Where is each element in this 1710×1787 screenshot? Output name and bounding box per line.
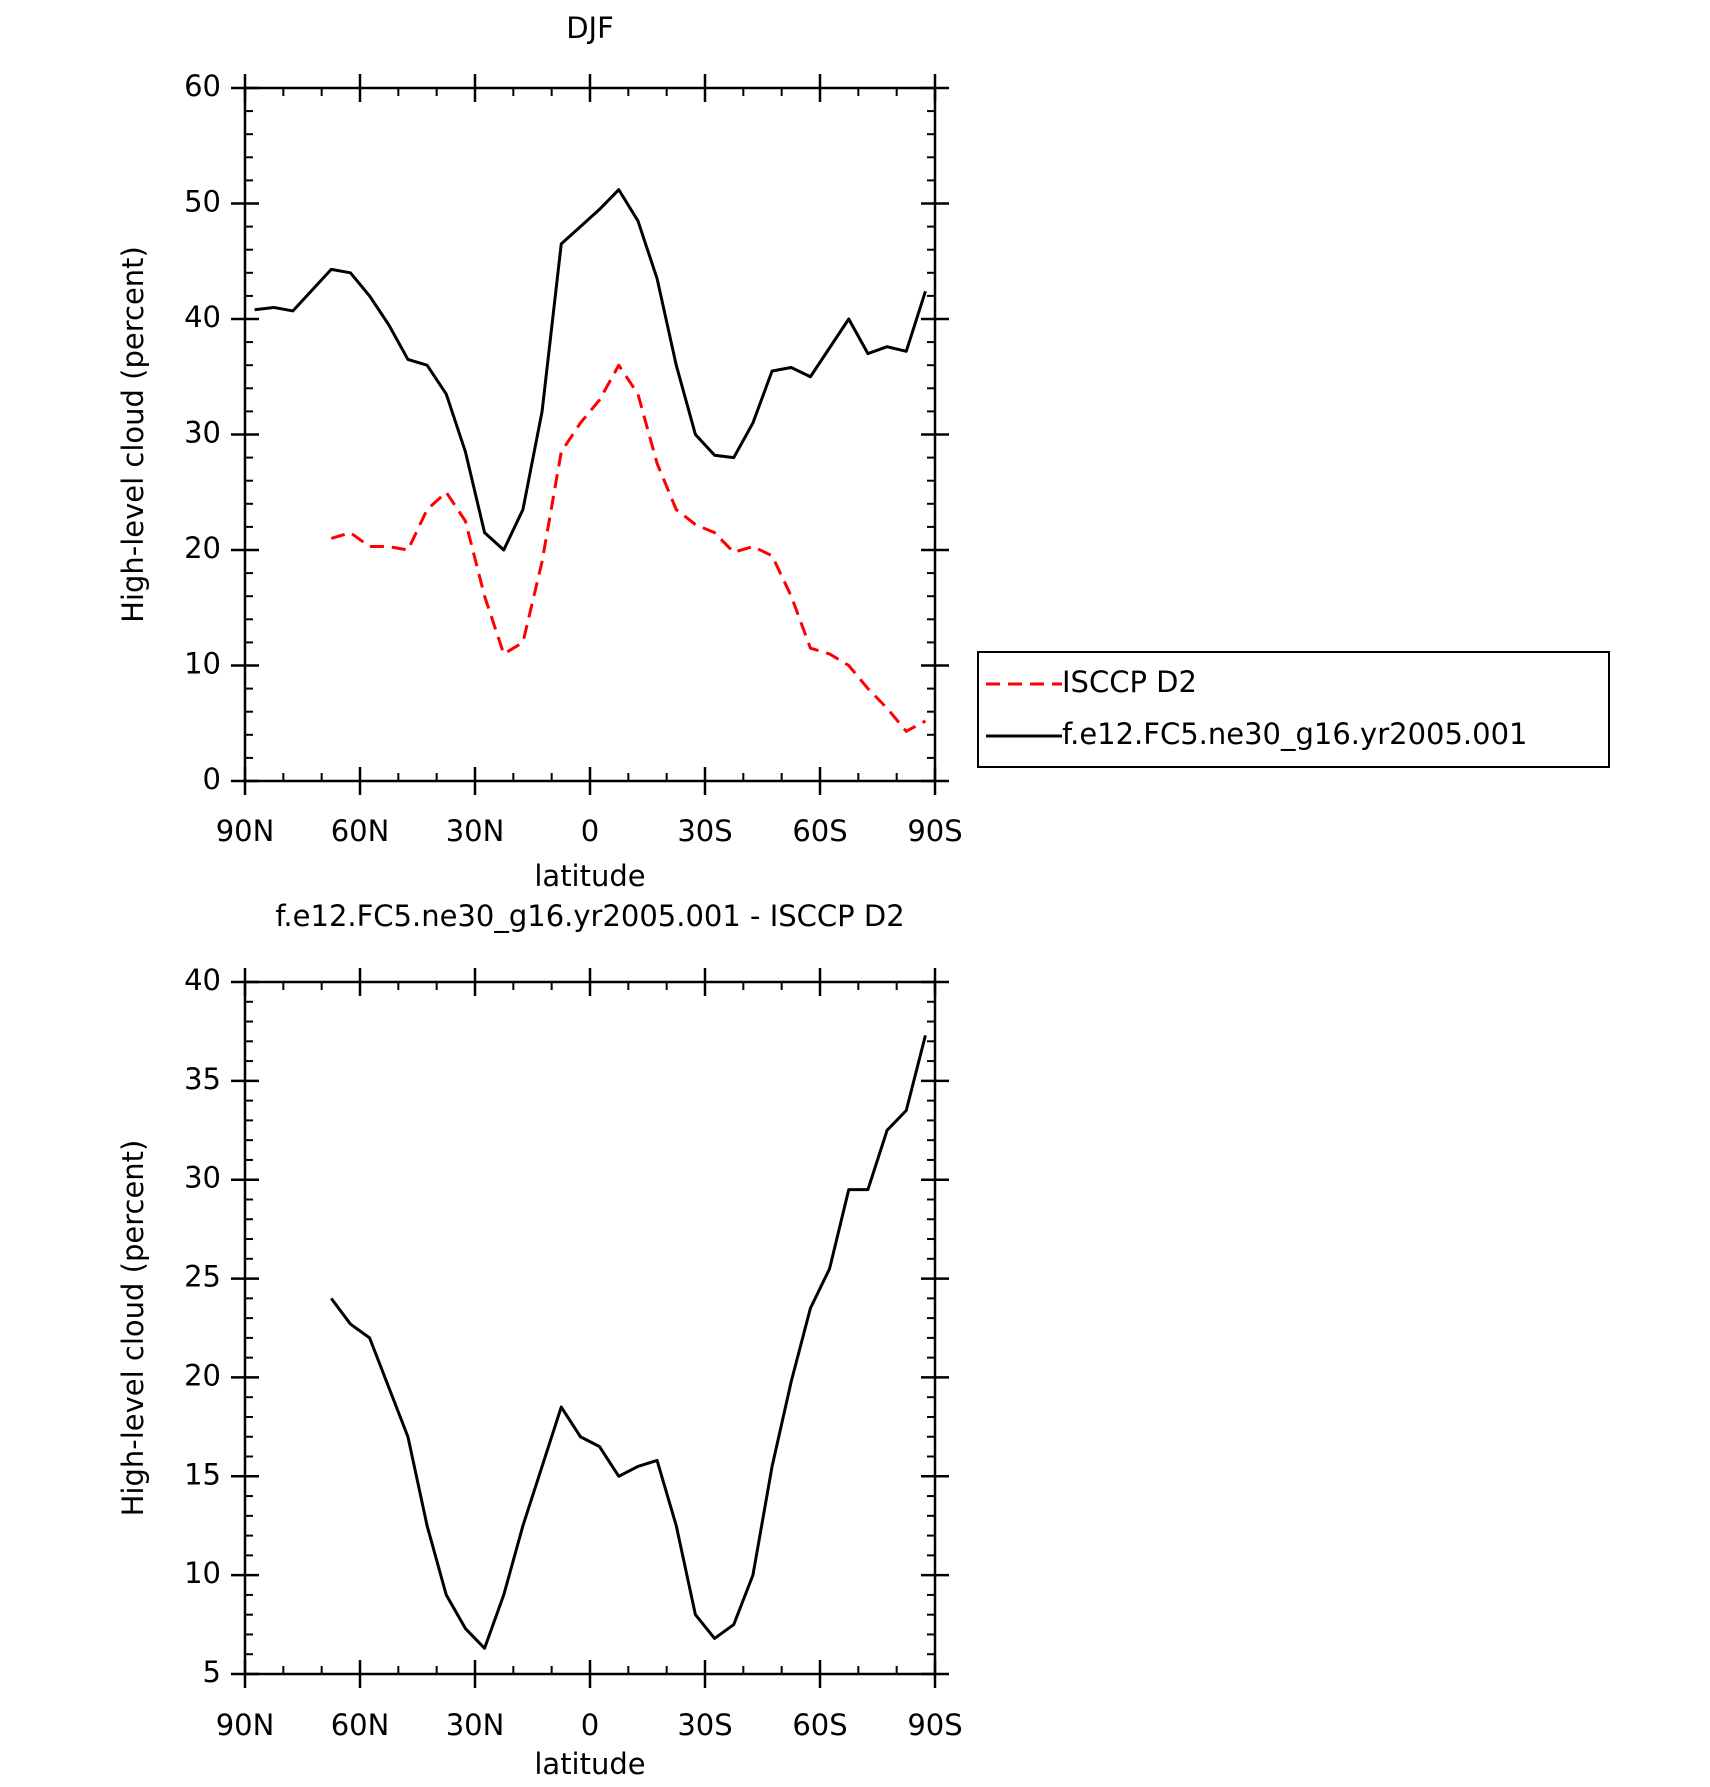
x-tick-label: 30N <box>446 814 505 848</box>
data-line <box>254 188 927 552</box>
y-tick-label: 25 <box>184 1260 221 1294</box>
y-axis-label: High-level cloud (percent) <box>116 246 150 623</box>
y-tick-label: 30 <box>184 416 221 450</box>
x-axis-label: latitude <box>534 1747 645 1781</box>
y-axis-label: High-level cloud (percent) <box>116 1140 150 1517</box>
x-tick-label: 90S <box>907 1708 962 1742</box>
y-tick-label: 30 <box>184 1161 221 1195</box>
y-tick-label: 40 <box>184 963 221 997</box>
chart-title: DJF <box>566 11 614 45</box>
y-tick-label: 35 <box>184 1062 221 1096</box>
legend-label: ISCCP D2 <box>1062 665 1197 699</box>
plot-frame <box>243 86 937 783</box>
x-tick-label: 30S <box>677 814 732 848</box>
x-tick-label: 60S <box>792 1708 847 1742</box>
x-tick-label: 0 <box>581 814 599 848</box>
x-tick-label: 60S <box>792 814 847 848</box>
y-tick-label: 10 <box>184 647 221 681</box>
x-tick-label: 30S <box>677 1708 732 1742</box>
y-tick-label: 10 <box>184 1556 221 1590</box>
x-tick-label: 0 <box>581 1708 599 1742</box>
legend-box <box>977 651 1610 768</box>
legend-label: f.e12.FC5.ne30_g16.yr2005.001 <box>1062 717 1528 751</box>
x-tick-label: 90N <box>216 814 275 848</box>
y-tick-label: 5 <box>203 1655 221 1689</box>
data-line <box>330 363 927 733</box>
y-tick-label: 50 <box>184 185 221 219</box>
data-line <box>330 1035 927 1650</box>
x-tick-label: 30N <box>446 1708 505 1742</box>
y-tick-label: 20 <box>184 1358 221 1392</box>
x-tick-label: 90N <box>216 1708 275 1742</box>
y-tick-label: 0 <box>203 762 221 796</box>
x-tick-label: 60N <box>331 814 390 848</box>
y-tick-label: 40 <box>184 300 221 334</box>
y-tick-label: 60 <box>184 69 221 103</box>
plot-frame <box>243 980 937 1676</box>
y-tick-label: 15 <box>184 1457 221 1491</box>
x-tick-label: 60N <box>331 1708 390 1742</box>
x-axis-label: latitude <box>534 859 645 893</box>
x-tick-label: 90S <box>907 814 962 848</box>
chart-title: f.e12.FC5.ne30_g16.yr2005.001 - ISCCP D2 <box>275 899 904 933</box>
y-tick-label: 20 <box>184 531 221 565</box>
